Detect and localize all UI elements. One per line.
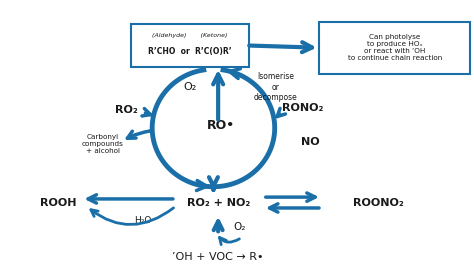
Text: O₂: O₂ — [183, 82, 197, 92]
Text: Isomerise
or
decompose: Isomerise or decompose — [254, 72, 297, 102]
FancyBboxPatch shape — [131, 24, 249, 67]
Text: O₂: O₂ — [233, 222, 246, 232]
Text: H₂O: H₂O — [134, 216, 152, 225]
Text: Carbonyl
compounds
+ alcohol: Carbonyl compounds + alcohol — [82, 134, 124, 154]
Text: NO: NO — [301, 136, 319, 147]
Text: RO•: RO• — [207, 119, 235, 132]
Text: RONO₂: RONO₂ — [283, 103, 324, 113]
Text: R’CHO  or  R’C(O)R’: R’CHO or R’C(O)R’ — [148, 47, 232, 56]
Text: RO₂: RO₂ — [115, 105, 137, 115]
Text: ROONO₂: ROONO₂ — [353, 198, 404, 207]
Text: ’OH + VOC → R•: ’OH + VOC → R• — [173, 252, 264, 262]
Text: Can photolyse
to produce HOₓ
or react with ’OH
to continue chain reaction: Can photolyse to produce HOₓ or react wi… — [348, 34, 442, 61]
Text: ROOH: ROOH — [40, 198, 76, 207]
FancyBboxPatch shape — [319, 22, 470, 74]
Text: (Aldehyde)       (Ketone): (Aldehyde) (Ketone) — [152, 33, 228, 38]
Text: RO₂ + NO₂: RO₂ + NO₂ — [187, 198, 250, 207]
